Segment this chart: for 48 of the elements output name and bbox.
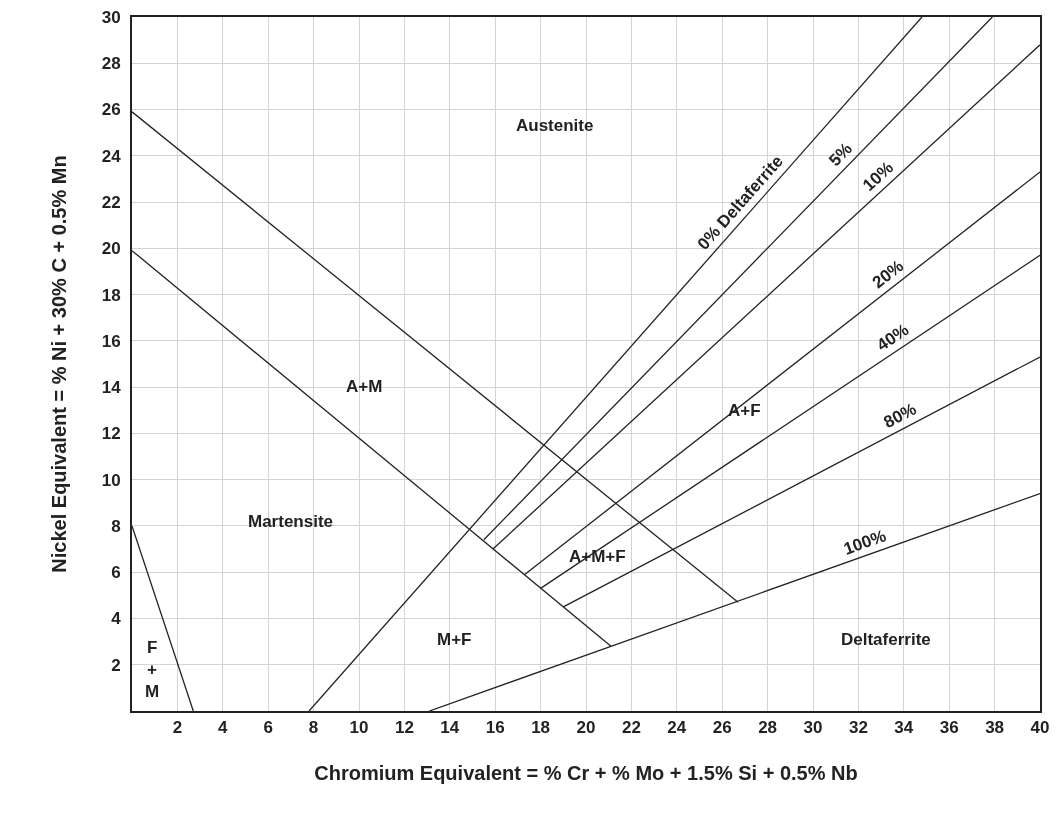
x-tick-label: 12 <box>394 718 414 738</box>
y-tick-label: 20 <box>101 239 121 259</box>
y-tick-label: 28 <box>101 54 121 74</box>
y-tick-label: 22 <box>101 193 121 213</box>
text: 40% <box>873 320 913 355</box>
text: 100% <box>841 526 889 559</box>
x-tick-label: 20 <box>576 718 596 738</box>
y-tick-label: 14 <box>101 378 122 398</box>
x-tick-label: 2 <box>172 718 183 738</box>
annotation: Martensite <box>248 512 334 531</box>
x-tick-label: 22 <box>621 718 641 738</box>
y-tick-label: 16 <box>101 331 121 351</box>
y-tick-label: 30 <box>101 7 121 27</box>
y-tick-label: 8 <box>111 516 121 536</box>
text: 80% <box>880 399 920 433</box>
y-tick-label: 6 <box>111 563 121 583</box>
y-tick-label: 12 <box>101 424 121 444</box>
x-tick-label: 14 <box>440 718 460 738</box>
y-tick-label: 10 <box>101 470 121 490</box>
x-tick-label: 28 <box>758 718 778 738</box>
x-tick-label: 16 <box>485 718 505 738</box>
annotation: Austenite <box>516 116 594 135</box>
y-tick-label: 18 <box>101 285 121 305</box>
text: 20% <box>868 256 908 293</box>
x-tick-label: 24 <box>667 718 687 738</box>
annotation: Deltaferrite <box>841 630 931 649</box>
x-tick-label: 8 <box>308 718 319 738</box>
annotation: A+M <box>346 377 383 396</box>
y-tick-label: 4 <box>111 609 122 629</box>
x-tick-label: 10 <box>349 718 369 738</box>
x-axis-title: Chromium Equivalent = % Cr + % Mo + 1.5% Si + 0.5% Nb <box>314 762 858 785</box>
x-tick-label: 32 <box>848 718 868 738</box>
y-tick-label: 24 <box>101 146 122 166</box>
x-tick-label: 26 <box>712 718 732 738</box>
x-tick-label: 6 <box>263 718 273 738</box>
x-tick-label: 36 <box>939 718 959 738</box>
x-tick-label: 38 <box>985 718 1005 738</box>
x-tick-label: 18 <box>531 718 551 738</box>
x-tick-label: 34 <box>894 718 914 738</box>
x-tick-label: 4 <box>218 718 229 738</box>
x-tick-label: 40 <box>1030 718 1050 738</box>
annotation: M+F <box>437 630 472 649</box>
y-tick-label: 2 <box>111 655 121 675</box>
y-axis-title: Nickel Equivalent = % Ni + 30% C + 0.5% Mn <box>47 155 70 573</box>
x-tick-label: 30 <box>803 718 823 738</box>
annotation: F + M <box>145 638 160 702</box>
y-tick-label: 26 <box>101 100 121 120</box>
text: 5% <box>825 139 856 171</box>
